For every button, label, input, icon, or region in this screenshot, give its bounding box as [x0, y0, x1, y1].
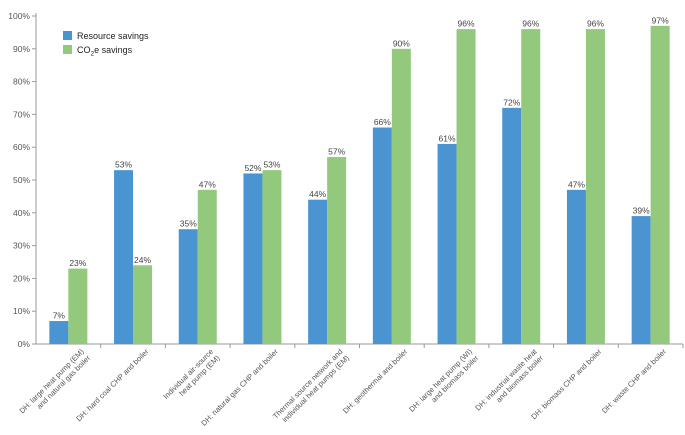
bar-value-label: 47% [568, 179, 585, 189]
bar-value-label: 96% [587, 19, 604, 29]
category-label-line: individual heat pumps (EM) [280, 353, 351, 424]
bar-value-label: 23% [69, 258, 86, 268]
y-tick-label: 50% [13, 175, 30, 185]
bar-value-label: 66% [374, 117, 391, 127]
bars [49, 25, 670, 345]
bar-co2e-savings [68, 268, 88, 344]
y-tick-label: 20% [13, 273, 30, 283]
y-tick-label: 0% [18, 339, 31, 349]
bar-resource-savings [631, 216, 651, 344]
y-tick-label: 100% [8, 11, 30, 21]
y-tick-label: 40% [13, 208, 30, 218]
category-label-text: DH: waste CHP and boiler [600, 347, 669, 416]
legend: Resource savings CO2e savings [63, 31, 149, 58]
bar-value-label: 52% [244, 163, 261, 173]
legend-label-co2e-savings: CO2e savings [77, 45, 133, 58]
y-tick-label: 10% [13, 306, 30, 316]
bar-value-label: 57% [328, 147, 345, 157]
y-tick-label: 30% [13, 241, 30, 251]
category-label: DH: large heat pump (WI)and biomass boil… [407, 347, 481, 421]
category-label-line: DH: large heat pump (WI) [407, 347, 474, 414]
bar-value-label: 53% [115, 160, 132, 170]
category-label-line: DH: industrial waste heat [473, 346, 539, 412]
category-label-text: DH: large heat pump (WI)and biomass boil… [407, 347, 481, 421]
bar-resource-savings [566, 189, 586, 344]
category-label-line: DH: geothermal and boiler [341, 347, 410, 416]
bar-co2e-savings [133, 265, 153, 344]
bar-value-label: 44% [309, 189, 326, 199]
bar-co2e-savings [391, 48, 411, 345]
category-label: DH: waste CHP and boiler [600, 347, 669, 416]
bar-value-label: 97% [652, 15, 669, 25]
category-label: Individual air-sourceheat pump (EM) [161, 347, 222, 408]
category-label: Thermal source network andindividual hea… [271, 347, 351, 427]
y-tick-label: 60% [13, 142, 30, 152]
bar-co2e-savings [327, 157, 347, 344]
y-tick-label: 90% [13, 44, 30, 54]
category-label-text: Thermal source network andindividual hea… [271, 347, 351, 427]
category-labels: DH: large heat pump (EM)and natural gas … [17, 346, 668, 427]
y-tick-label: 80% [13, 77, 30, 87]
bar-resource-savings [114, 170, 134, 344]
bar-resource-savings [372, 127, 392, 345]
bar-value-label: 39% [633, 206, 650, 216]
bar-value-label: 24% [134, 255, 151, 265]
legend-swatch-resource-savings [63, 31, 72, 40]
bar-co2e-savings [585, 29, 605, 345]
data-labels: 7%23%53%24%35%47%52% 53%44%57%66%90%61%96… [53, 15, 669, 320]
category-label-text: DH: geothermal and boiler [341, 347, 410, 416]
category-label-text: Individual air-sourceheat pump (EM) [161, 347, 222, 408]
bar-resource-savings [437, 143, 457, 344]
bar-value-label: 61% [439, 133, 456, 143]
bar-value-label: 35% [180, 219, 197, 229]
bar-co2e-savings [521, 29, 541, 345]
bar-resource-savings [49, 321, 69, 344]
bar-value-label: 72% [503, 97, 520, 107]
bar-value-label: 53% [263, 160, 280, 170]
bar-resource-savings [502, 107, 522, 344]
bar-value-label: 90% [393, 38, 410, 48]
bar-value-label: 96% [522, 19, 539, 29]
bar-value-label: 96% [458, 19, 475, 29]
bar-resource-savings [243, 173, 263, 344]
bar-co2e-savings [197, 189, 217, 344]
legend-swatch-co2e-savings [63, 45, 72, 54]
bar-value-label: 47% [199, 179, 216, 189]
bar-value-label: 7% [53, 311, 66, 321]
bar-co2e-savings [262, 170, 282, 344]
bar-co2e-savings [456, 29, 476, 345]
category-label-line: Thermal source network and [271, 347, 345, 421]
legend-label-resource-savings: Resource savings [77, 31, 149, 41]
bar-resource-savings [178, 229, 198, 344]
bar-co2e-savings [650, 25, 670, 345]
category-label: DH: geothermal and boiler [341, 347, 410, 416]
y-tick-label: 70% [13, 109, 30, 119]
category-label-line: DH: large heat pump (EM) [17, 347, 86, 416]
category-label-line: DH: waste CHP and boiler [600, 347, 669, 416]
bar-resource-savings [308, 199, 328, 344]
